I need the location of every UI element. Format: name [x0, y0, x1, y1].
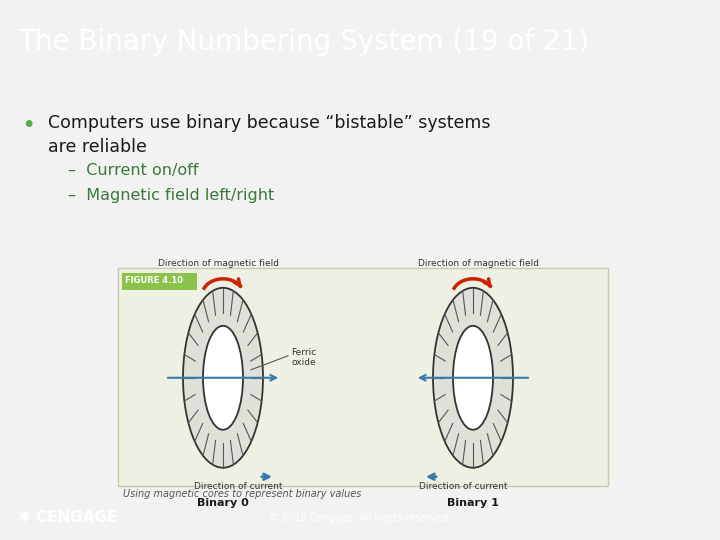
Text: ✱ CENGAGE: ✱ CENGAGE [18, 510, 117, 525]
Text: FIGURE 4.10: FIGURE 4.10 [125, 276, 183, 285]
Text: –  Current on/off: – Current on/off [68, 163, 199, 178]
Ellipse shape [183, 288, 263, 468]
Bar [118, 268, 608, 485]
Text: Direction of current: Direction of current [419, 482, 508, 491]
Text: Binary 0: Binary 0 [197, 498, 249, 508]
Text: Using magnetic cores to represent binary values: Using magnetic cores to represent binary… [123, 489, 361, 499]
Text: The Binary Numbering System (19 of 21): The Binary Numbering System (19 of 21) [18, 28, 589, 56]
Text: –  Magnetic field left/right: – Magnetic field left/right [68, 188, 274, 203]
Text: Direction of magnetic field: Direction of magnetic field [158, 259, 279, 268]
Text: Binary 1: Binary 1 [447, 498, 499, 508]
Text: are reliable: are reliable [48, 138, 147, 156]
Ellipse shape [433, 288, 513, 468]
Ellipse shape [203, 326, 243, 430]
Text: Direction of magnetic field: Direction of magnetic field [418, 259, 539, 268]
Text: •: • [22, 116, 34, 135]
Text: © 2018 Cengage. All rights reserved.: © 2018 Cengage. All rights reserved. [269, 513, 451, 523]
Text: Direction of current: Direction of current [194, 482, 282, 491]
Ellipse shape [453, 326, 493, 430]
Text: Ferric
oxide: Ferric oxide [291, 348, 316, 368]
Bar [122, 273, 197, 290]
Text: Computers use binary because “bistable” systems: Computers use binary because “bistable” … [48, 114, 490, 132]
